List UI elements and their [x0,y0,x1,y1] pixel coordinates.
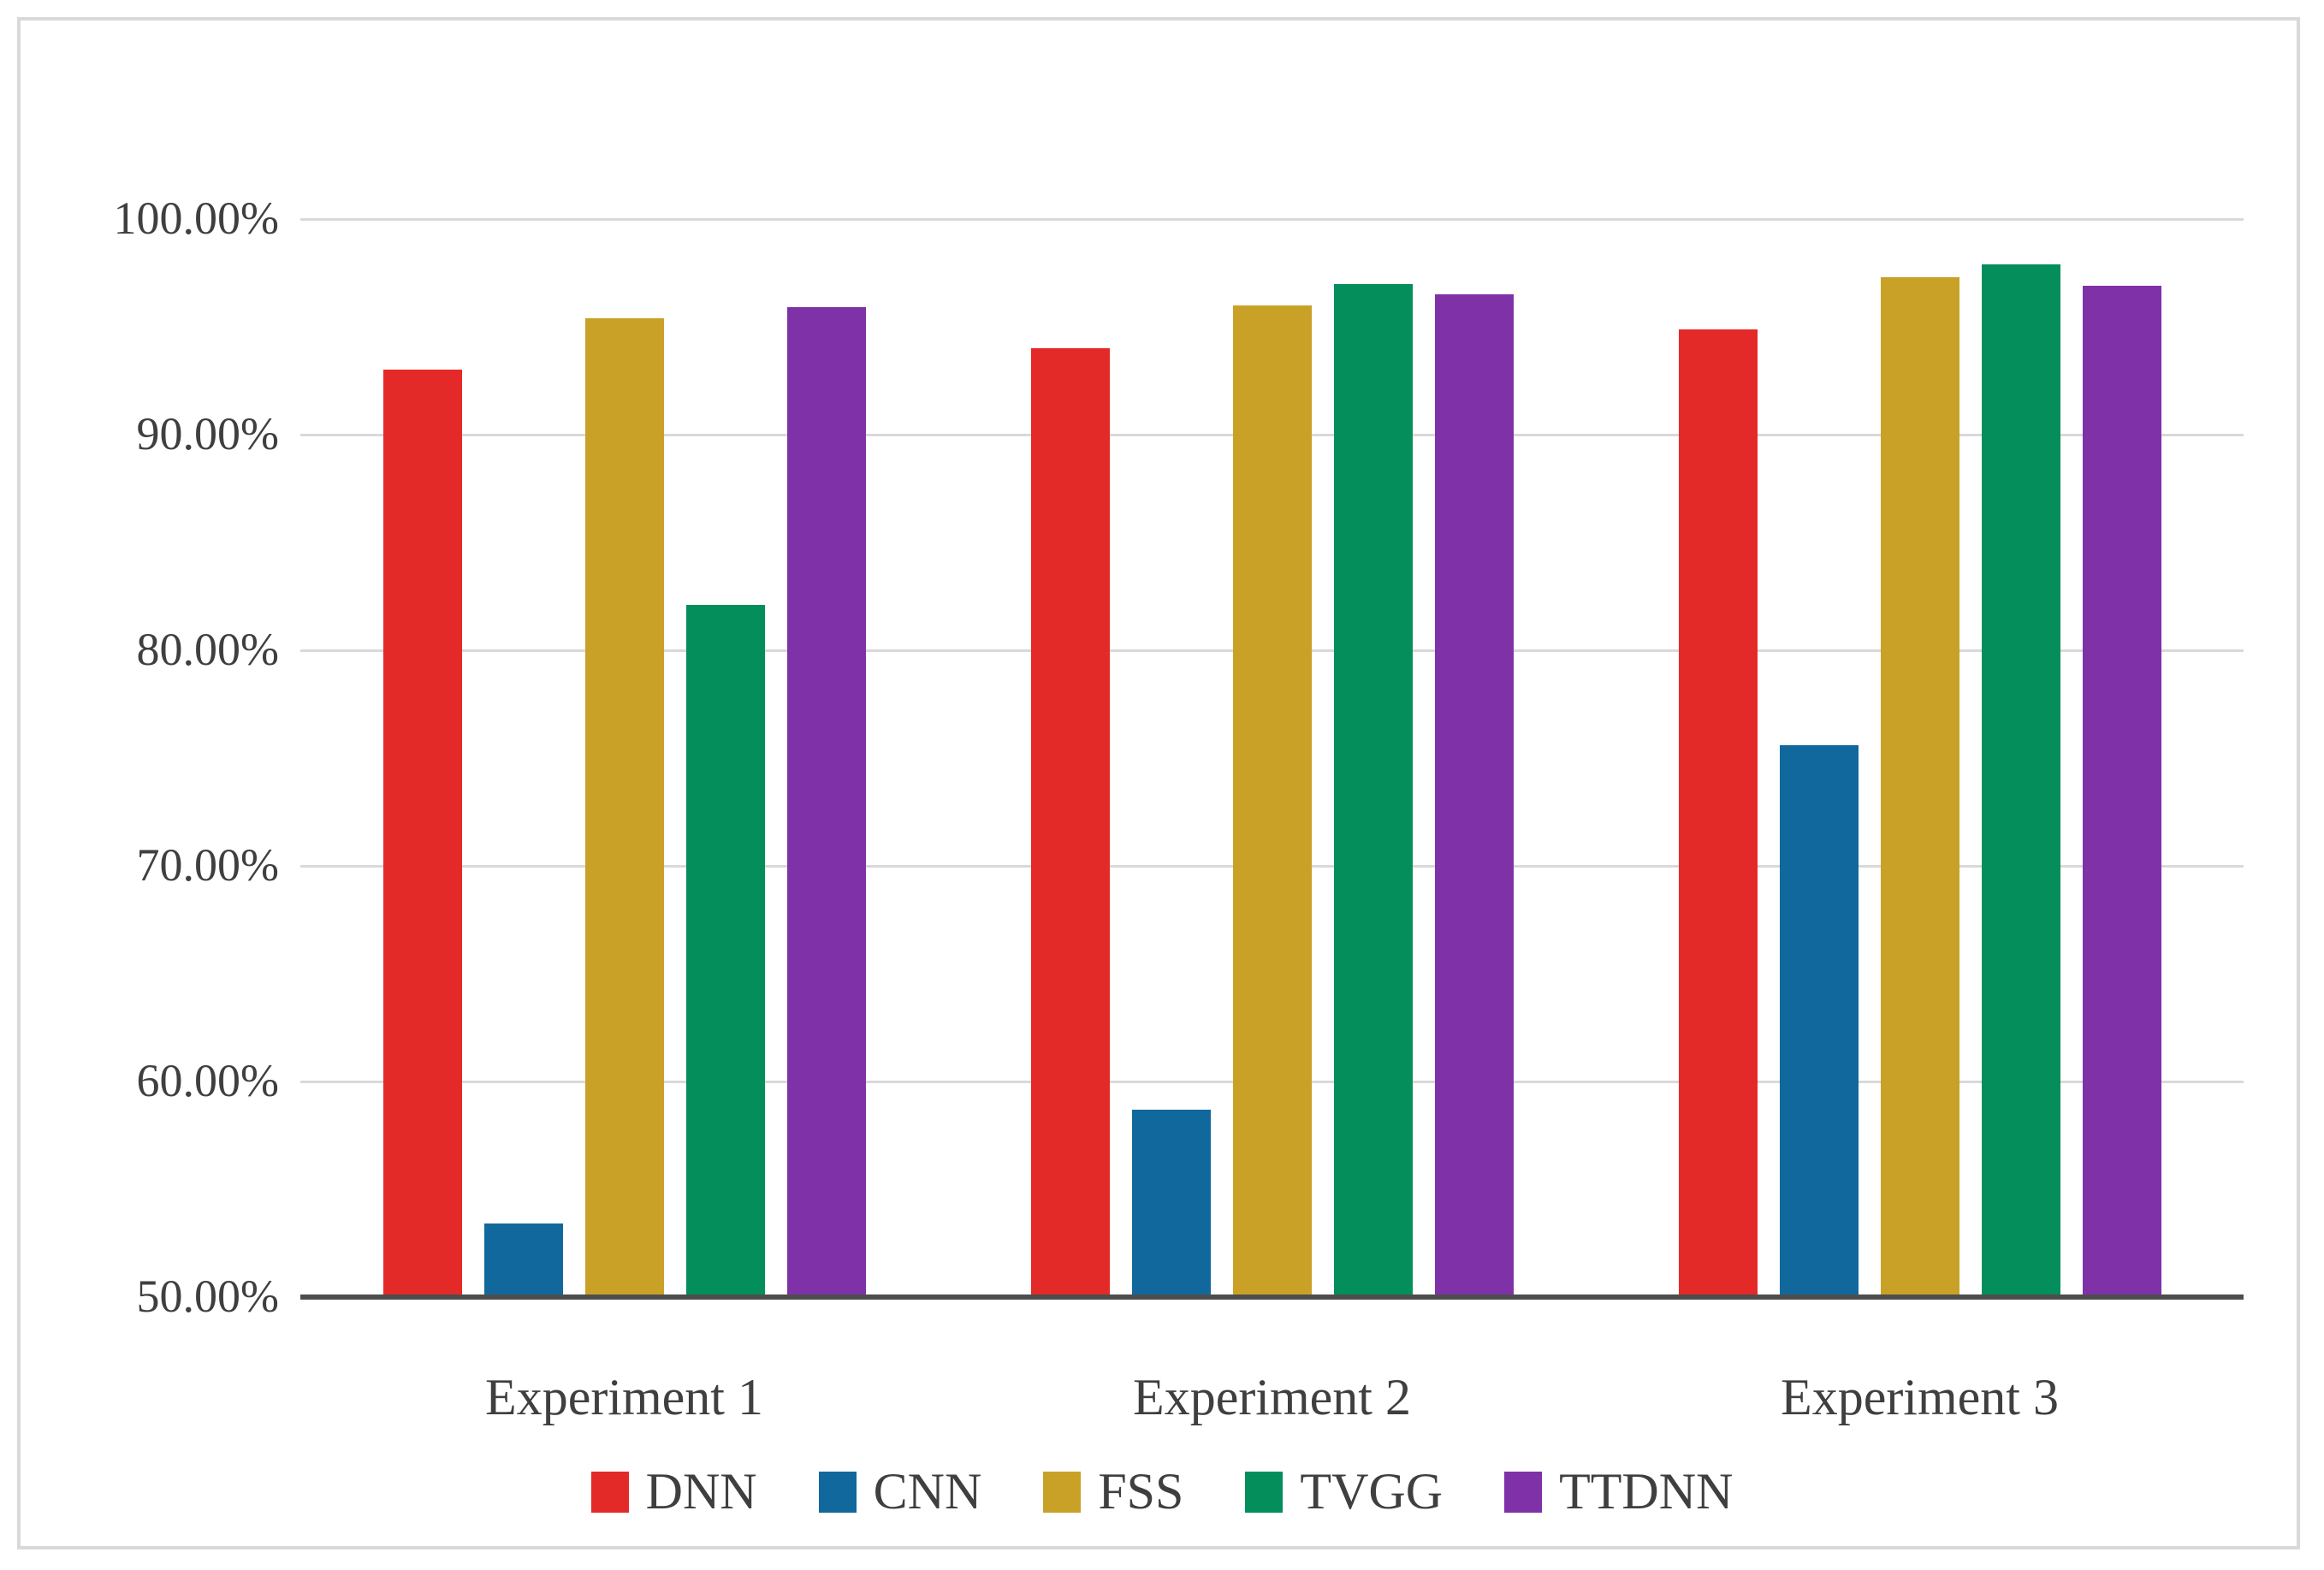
bar-group-experiment-1 [300,219,948,1297]
legend-swatch-icon [818,1471,857,1513]
bar-ttdnn-experiment-2 [1434,294,1514,1297]
x-axis-category-labels: Experiment 1 Experiment 2 Experiment 3 [300,1368,2244,1427]
bar-cnn-experiment-2 [1131,1110,1211,1297]
y-tick-label: 60.00% [136,1054,279,1106]
bar-cnn-experiment-3 [1779,745,1859,1297]
bar-groups [300,219,2244,1297]
y-tick-label: 70.00% [136,838,279,891]
bar-tvgg-experiment-1 [685,605,765,1297]
legend-label: TTDNN [1559,1463,1734,1520]
y-tick-label: 90.00% [136,407,279,459]
legend-label: FSS [1098,1463,1184,1520]
y-tick-label: 80.00% [136,623,279,675]
x-category-label: Experiment 1 [485,1369,763,1425]
legend-swatch-icon [590,1471,629,1513]
y-axis-tick-labels: 100.00% 90.00% 80.00% 70.00% 60.00% 50.00% [46,193,279,1322]
plot-area [300,218,2244,1297]
x-category-label: Experiment 2 [1133,1369,1411,1425]
bar-ttdnn-experiment-3 [2082,286,2161,1297]
legend-label: TVGG [1300,1463,1444,1520]
legend-swatch-icon [1504,1471,1543,1513]
legend-item-fss: FSS [1043,1462,1183,1521]
bar-fss-experiment-2 [1232,305,1312,1297]
legend-item-cnn: CNN [818,1462,982,1521]
bar-tvgg-experiment-2 [1333,284,1413,1297]
legend-swatch-icon [1245,1471,1284,1513]
bar-dnn-experiment-3 [1678,329,1758,1297]
bar-cnn-experiment-1 [483,1223,563,1297]
legend-item-ttdnn: TTDNN [1504,1462,1733,1521]
legend-item-tvgg: TVGG [1245,1462,1443,1521]
bar-tvgg-experiment-3 [1981,264,2060,1297]
bar-ttdnn-experiment-1 [786,307,866,1297]
bar-dnn-experiment-1 [382,370,462,1297]
legend: DNN CNN FSS TVGG TTDNN [21,1462,2303,1521]
chart-frame: 100.00% 90.00% 80.00% 70.00% 60.00% 50.00% Ex… [17,17,2300,1549]
legend-swatch-icon [1043,1471,1082,1513]
legend-item-dnn: DNN [590,1462,757,1521]
x-axis-line [300,1295,2244,1300]
legend-label: DNN [645,1463,757,1520]
x-category-label: Experiment 3 [1781,1369,2059,1425]
bar-dnn-experiment-2 [1030,348,1110,1297]
y-tick-label: 100.00% [113,192,279,244]
y-tick-label: 50.00% [136,1270,279,1322]
gridline [300,218,2244,221]
bar-group-experiment-2 [948,219,1596,1297]
bar-fss-experiment-1 [584,318,664,1297]
bar-group-experiment-3 [1596,219,2244,1297]
bar-fss-experiment-3 [1880,277,1959,1297]
legend-label: CNN [873,1463,982,1520]
